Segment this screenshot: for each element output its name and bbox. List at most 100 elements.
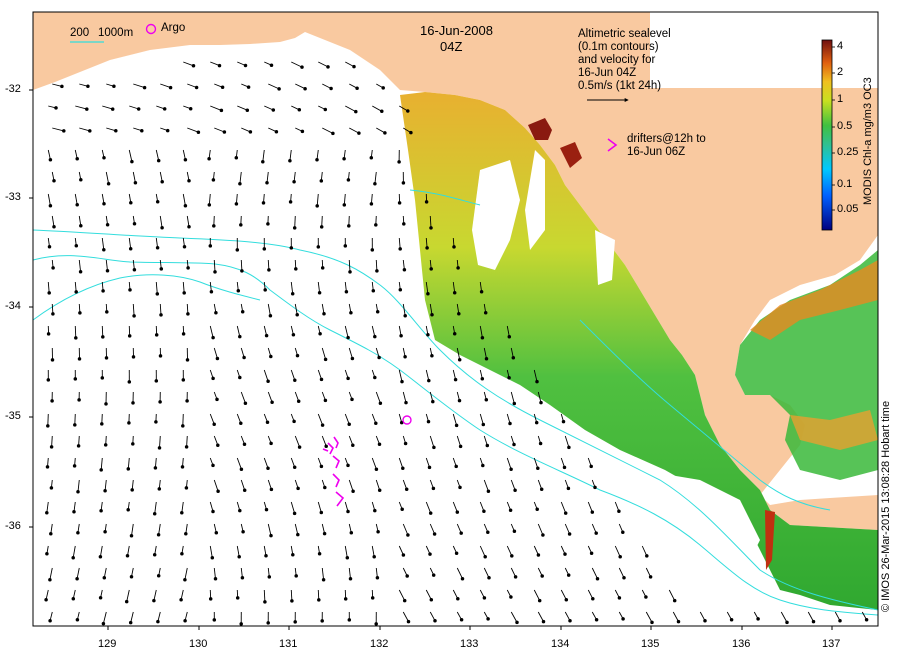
velocity-vector-head <box>402 268 407 272</box>
velocity-vector <box>132 303 135 316</box>
velocity-vector-head <box>264 507 269 512</box>
velocity-vector-head <box>426 292 430 296</box>
velocity-vector-head <box>487 576 491 580</box>
velocity-vector-head <box>370 596 375 600</box>
velocity-vector-head <box>291 332 296 337</box>
velocity-vector-head <box>212 224 216 228</box>
velocity-vector <box>348 259 351 272</box>
velocity-vector <box>398 589 406 601</box>
velocity-vector-head <box>373 334 377 339</box>
x-tick-135: 135 <box>641 638 660 650</box>
velocity-vector <box>560 589 567 600</box>
velocity-vector-head <box>271 108 276 112</box>
altimetry-line-5: 0.5m/s (1kt 24h) <box>578 80 662 92</box>
velocity-vector <box>181 501 184 513</box>
velocity-vector-head <box>486 489 491 493</box>
velocity-vector-head <box>99 509 103 513</box>
velocity-vector-head <box>238 508 242 513</box>
velocity-vector-head <box>270 400 274 404</box>
velocity-vector-head <box>242 442 247 447</box>
velocity-vector-head <box>293 378 297 383</box>
velocity-vector-head <box>262 247 267 251</box>
velocity-vector-head <box>154 333 159 337</box>
velocity-vector-head <box>159 267 164 271</box>
velocity-vector-head <box>194 85 199 90</box>
velocity-vector <box>159 435 161 448</box>
velocity-vector-head <box>350 397 354 402</box>
velocity-vector <box>294 435 301 448</box>
velocity-vector-head <box>211 509 215 514</box>
velocity-vector-head <box>346 376 350 381</box>
velocity-vector-head <box>245 108 250 112</box>
velocity-vector <box>398 369 403 382</box>
x-tick-129: 129 <box>98 638 117 650</box>
velocity-vector-head <box>375 269 379 273</box>
velocity-vector-head <box>49 486 54 490</box>
velocity-vector <box>183 61 194 67</box>
velocity-vector-head <box>350 356 355 361</box>
velocity-vector <box>294 303 298 315</box>
velocity-vector-head <box>406 533 410 537</box>
velocity-vector <box>268 83 280 90</box>
velocity-vector <box>187 127 199 133</box>
velocity-vector-head <box>371 289 376 293</box>
velocity-vector-head <box>191 64 196 68</box>
velocity-vector <box>209 325 214 338</box>
velocity-vector-head <box>48 157 53 162</box>
velocity-vector-head <box>104 402 108 406</box>
velocity-vector <box>154 501 157 514</box>
velocity-vector <box>208 193 211 205</box>
velocity-vector <box>321 435 327 447</box>
velocity-vector <box>290 281 294 294</box>
velocity-vector-head <box>265 181 269 185</box>
velocity-vector-head <box>156 574 161 578</box>
velocity-vector <box>348 347 353 359</box>
velocity-vector-head <box>184 532 188 536</box>
velocity-vector <box>398 457 404 469</box>
velocity-vector <box>672 611 679 622</box>
velocity-vector-head <box>49 445 54 449</box>
velocity-vector-head <box>62 129 66 133</box>
velocity-vector-head <box>246 85 251 89</box>
velocity-vector-head <box>404 400 408 405</box>
velocity-vector-head <box>46 378 51 382</box>
velocity-vector <box>46 501 49 513</box>
velocity-vector-head <box>154 379 159 383</box>
velocity-vector <box>343 193 346 205</box>
velocity-vector-head <box>426 419 431 424</box>
velocity-vector-head <box>380 109 384 114</box>
colorbar-tick-4: 4 <box>837 40 844 52</box>
velocity-vector <box>591 567 598 579</box>
velocity-vector-head <box>346 335 350 340</box>
velocity-vector-head <box>321 578 326 582</box>
velocity-vector-head <box>112 84 116 89</box>
velocity-vector <box>51 215 55 227</box>
x-tick-137: 137 <box>822 638 841 650</box>
velocity-vector-head <box>320 266 325 270</box>
velocity-vector-head <box>216 443 220 447</box>
velocity-vector <box>236 545 240 557</box>
velocity-vector <box>483 567 490 578</box>
velocity-vector-head <box>373 508 377 513</box>
velocity-vector-head <box>326 65 330 69</box>
velocity-vector-head <box>479 290 484 294</box>
velocity-vector-head <box>181 332 186 336</box>
colorbar-tick-0-05: 0.05 <box>837 203 859 215</box>
velocity-vector <box>126 589 130 602</box>
velocity-vector-head <box>561 419 566 424</box>
velocity-vector-head <box>375 310 380 314</box>
velocity-vector-head <box>429 226 433 230</box>
velocity-vector-head <box>188 106 193 111</box>
velocity-vector-head <box>567 532 572 536</box>
velocity-vector-head <box>131 355 136 359</box>
velocity-vector-head <box>369 156 374 160</box>
velocity-vector-head <box>101 289 105 293</box>
argo-legend-label: Argo <box>161 22 186 34</box>
velocity-vector-head <box>79 178 83 182</box>
velocity-vector-head <box>406 619 411 624</box>
velocity-vector <box>128 149 133 162</box>
velocity-vector <box>263 457 269 469</box>
velocity-vector-head <box>403 314 407 318</box>
velocity-vector <box>429 523 436 535</box>
colorbar-tick-2: 2 <box>837 66 844 78</box>
